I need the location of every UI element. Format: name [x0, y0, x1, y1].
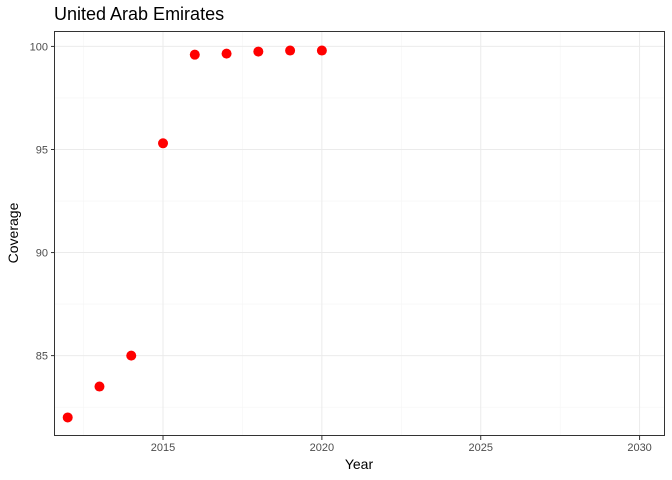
- y-tick-label: 95: [36, 144, 48, 156]
- x-tick-label: 2015: [151, 442, 175, 454]
- data-points: [62, 45, 327, 423]
- data-point: [158, 138, 169, 149]
- y-tick-label: 100: [30, 41, 48, 53]
- y-axis-title: Coverage: [5, 202, 21, 263]
- x-axis-title: Year: [345, 456, 374, 472]
- data-point: [221, 48, 232, 59]
- minor-gridlines: [55, 32, 665, 436]
- plot-panel-border: [54, 31, 665, 436]
- x-tick-label: 2030: [627, 442, 651, 454]
- data-point: [94, 381, 105, 392]
- data-point: [189, 49, 200, 60]
- data-point: [285, 45, 296, 56]
- data-point: [316, 45, 327, 56]
- x-tick-label: 2025: [468, 442, 492, 454]
- data-point: [62, 412, 73, 423]
- chart-title: United Arab Emirates: [54, 4, 224, 24]
- data-point: [253, 46, 264, 57]
- x-axis-ticks: 2015 2020 2025 2030: [151, 436, 652, 454]
- y-tick-label: 85: [36, 351, 48, 363]
- y-axis-ticks: 85 90 95 100: [30, 41, 55, 363]
- x-tick-label: 2020: [310, 442, 334, 454]
- data-point: [126, 350, 137, 361]
- major-gridlines: [55, 32, 665, 436]
- y-tick-label: 90: [36, 248, 48, 260]
